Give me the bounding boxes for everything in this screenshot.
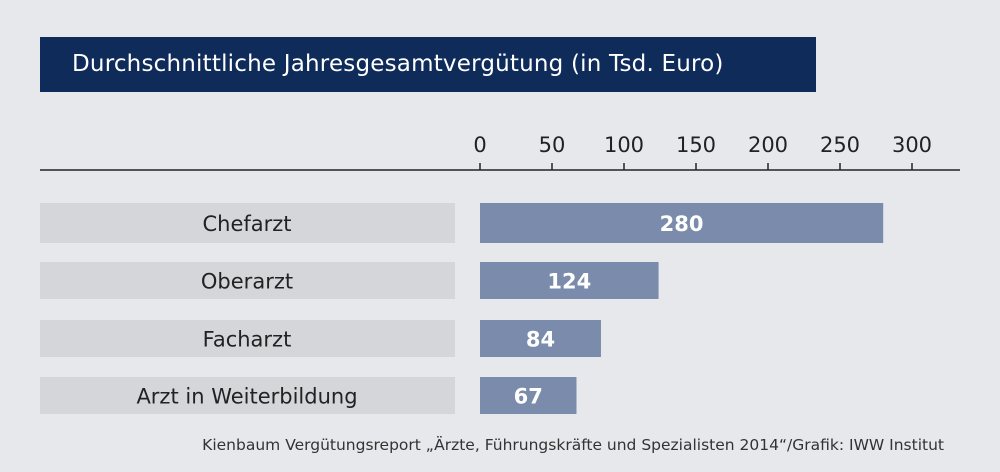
- bar: [480, 262, 659, 299]
- category-label: Chefarzt: [202, 212, 291, 236]
- category-label-box: [40, 320, 455, 357]
- x-tick-label: 0: [473, 133, 486, 157]
- bar: [480, 377, 577, 414]
- x-tick-label: 200: [748, 133, 788, 157]
- category-label-box: [40, 203, 455, 243]
- category-label: Facharzt: [203, 328, 292, 352]
- x-tick-label: 150: [676, 133, 716, 157]
- x-tick-label: 100: [604, 133, 644, 157]
- data-label: 280: [660, 212, 704, 236]
- x-tick-label: 50: [539, 133, 566, 157]
- bar: [480, 203, 884, 243]
- category-label: Arzt in Weiterbildung: [136, 385, 357, 409]
- category-label-box: [40, 262, 455, 299]
- data-label: 124: [547, 270, 591, 294]
- source-note: Kienbaum Vergütungsreport „Ärzte, Führun…: [202, 436, 944, 454]
- data-label: 67: [514, 385, 543, 409]
- x-tick-label: 250: [820, 133, 860, 157]
- category-label-box: [40, 377, 455, 414]
- data-label: 84: [526, 328, 555, 352]
- x-tick-label: 300: [892, 133, 932, 157]
- category-label: Oberarzt: [201, 270, 293, 294]
- bar: [480, 320, 601, 357]
- chart-title: Durchschnittliche Jahresgesamtvergütung …: [40, 37, 816, 92]
